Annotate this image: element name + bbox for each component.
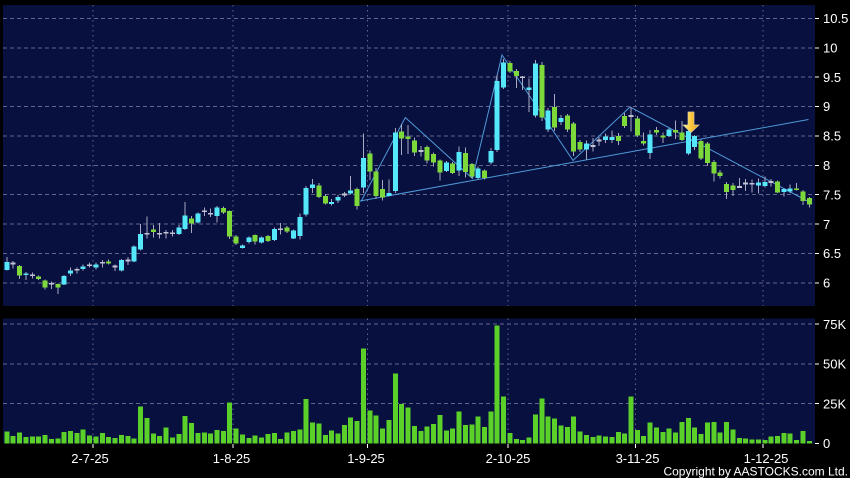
svg-text:8: 8 xyxy=(823,158,830,173)
svg-text:3-11-25: 3-11-25 xyxy=(616,451,660,466)
svg-text:1-12-25: 1-12-25 xyxy=(744,451,789,466)
svg-text:1-8-25: 1-8-25 xyxy=(213,451,251,466)
svg-text:10.5: 10.5 xyxy=(823,11,848,26)
svg-text:7.5: 7.5 xyxy=(823,187,841,202)
svg-text:10: 10 xyxy=(823,41,837,56)
svg-text:7: 7 xyxy=(823,217,830,232)
svg-text:2-7-25: 2-7-25 xyxy=(71,451,109,466)
svg-text:50K: 50K xyxy=(823,357,846,372)
svg-text:0: 0 xyxy=(823,436,830,451)
svg-text:Copyright by AASTOCKS.com Ltd.: Copyright by AASTOCKS.com Ltd. xyxy=(663,465,848,478)
svg-text:25K: 25K xyxy=(823,396,846,411)
svg-text:75K: 75K xyxy=(823,317,846,332)
svg-text:1-9-25: 1-9-25 xyxy=(347,451,385,466)
svg-text:6: 6 xyxy=(823,276,830,291)
svg-text:6.5: 6.5 xyxy=(823,246,841,261)
svg-text:8.5: 8.5 xyxy=(823,129,841,144)
svg-text:9: 9 xyxy=(823,99,830,114)
svg-text:9.5: 9.5 xyxy=(823,70,841,85)
svg-text:2-10-25: 2-10-25 xyxy=(486,451,531,466)
